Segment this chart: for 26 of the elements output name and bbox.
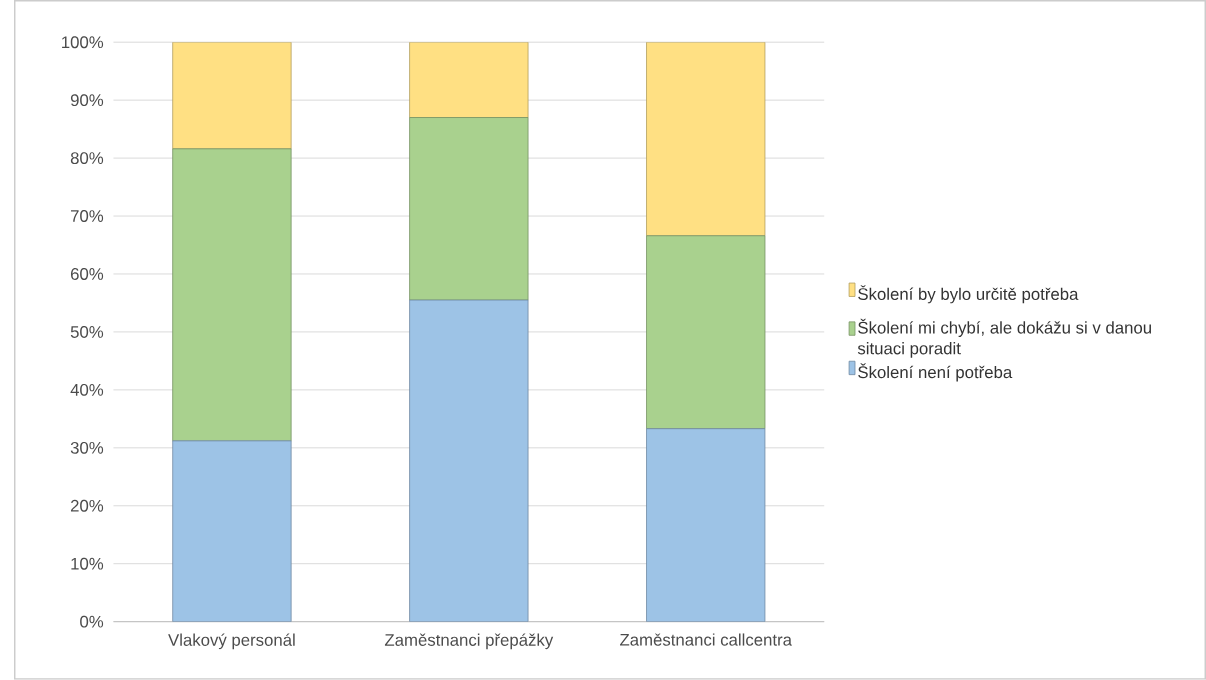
y-tick-label: 20% [70,500,104,512]
bar [172,440,292,622]
legend-label: Školení není potřeba [858,363,1013,382]
bar [409,117,529,301]
bar [172,148,292,442]
bar [646,428,766,622]
y-tick-label: 30% [70,442,104,454]
legend-label: Školení mi chybí, ale dokážu si v danou situaci poradit [857,318,1151,358]
x-tick-label: Zaměstnanci přepážky [384,633,554,650]
y-tick-label: 0% [80,615,104,628]
y-tick-label: 60% [70,268,104,281]
y-tick-label: 70% [70,210,104,223]
bar [409,299,529,622]
bar [409,42,529,119]
bar [646,235,766,430]
y-tick-label: 50% [70,326,104,339]
y-tick-label: 10% [71,557,104,570]
y-tick-label: 40% [70,384,104,396]
y-tick-label: 90% [70,94,104,107]
x-tick-label: Zaměstnanci callcentra [620,633,792,646]
y-tick-label: 80% [70,152,104,165]
bar [172,42,292,150]
x-tick-label: Vlakový personál [168,633,295,650]
y-tick-label: 100% [62,36,104,49]
legend-label: Školení by bylo určitě potřeba [858,285,1079,304]
bar [646,42,766,237]
